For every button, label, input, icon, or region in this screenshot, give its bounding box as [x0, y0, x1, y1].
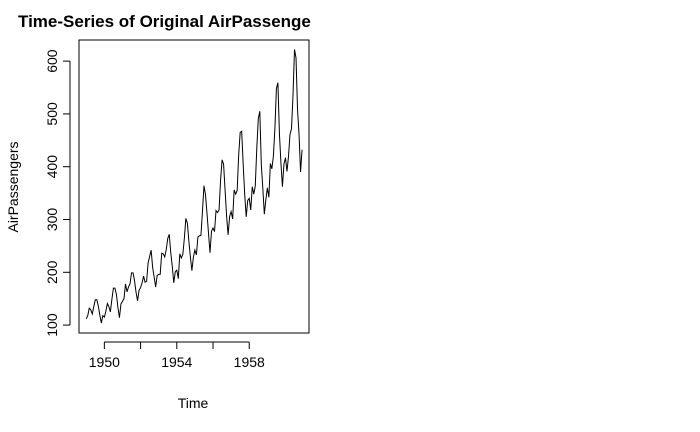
y-axis-label: AirPassengers — [5, 141, 21, 232]
y-axis: 100 200 300 400 500 600 — [44, 49, 71, 337]
series-line-airpassengers — [85, 49, 303, 324]
x-axis: 1950 1954 1958 — [89, 341, 265, 370]
y-tick-label: 100 — [44, 313, 60, 337]
x-tick-label: 1950 — [89, 354, 120, 370]
y-tick-label: 300 — [44, 208, 60, 232]
y-tick-label: 500 — [44, 102, 60, 126]
chart-title: Time-Series of Original AirPassenge — [18, 12, 311, 31]
x-tick-label: 1954 — [161, 354, 192, 370]
x-tick-label: 1958 — [234, 354, 265, 370]
y-tick-label: 400 — [44, 155, 60, 179]
y-tick-label: 600 — [44, 49, 60, 73]
y-tick-label: 200 — [44, 260, 60, 284]
plot-frame — [78, 39, 310, 334]
x-axis-label: Time — [178, 395, 209, 411]
